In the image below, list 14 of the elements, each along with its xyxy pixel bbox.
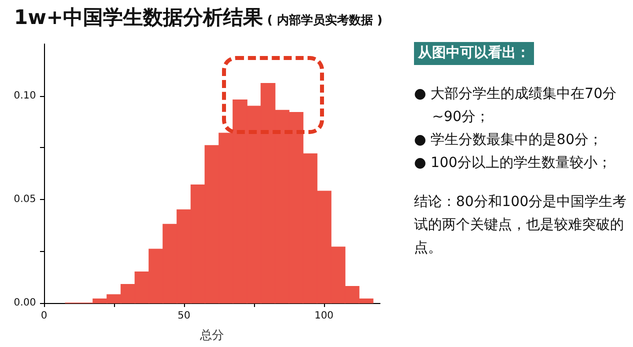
y-tick-label: 0.10 [14, 90, 36, 102]
x-tick-label: 50 [178, 310, 190, 322]
chart-title: 1w+中国学生数据分析结果 [14, 5, 264, 29]
x-tick-label: 0 [40, 310, 48, 322]
text: 从图中可以看出： [414, 42, 534, 65]
x-tick-label: 100 [314, 310, 334, 322]
text: ● 学生分数最集中的是80分； [414, 131, 604, 150]
text: ● 100分以上的学生数量较小； [414, 154, 612, 173]
y-tick-label: 0.05 [14, 194, 36, 205]
y-tick-label: 0.00 [14, 298, 36, 308]
x-axis-title: 总分 [199, 328, 224, 342]
text: ● 大部分学生的成绩集中在70分~90分； [414, 85, 618, 127]
text: 结论：80分和100分是中国学生考试的两个关键点，也是较难突破的点。 [414, 193, 628, 258]
chart-subtitle: ( 内部学员实考数据 ) [267, 13, 382, 27]
